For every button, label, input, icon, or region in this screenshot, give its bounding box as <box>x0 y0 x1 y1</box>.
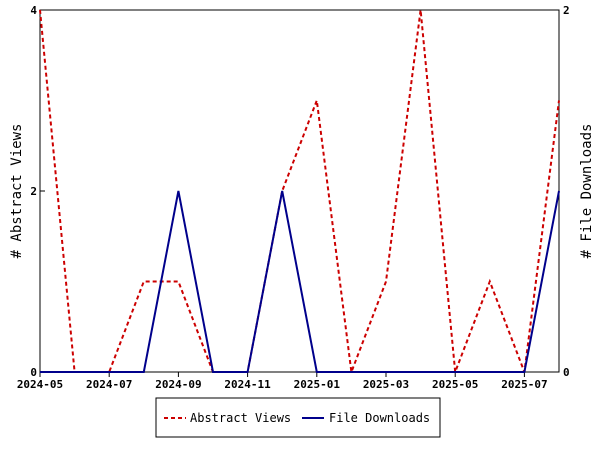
y2-tick-label: 0 <box>563 366 570 379</box>
x-tick-label: 2024-11 <box>224 378 271 391</box>
x-tick-label: 2025-01 <box>294 378 341 391</box>
series-layer <box>39 9 560 373</box>
x-axis: 2024-05 2024-07 2024-09 2024-11 2025-01 2025-… <box>17 372 548 391</box>
y-tick-label: 4 <box>30 4 37 17</box>
series-line-abstract-views <box>39 9 560 373</box>
y2-tick-label: 2 <box>563 4 570 17</box>
legend-label-abstract-views: Abstract Views <box>190 411 291 425</box>
y-tick-label: 0 <box>30 366 37 379</box>
x-tick-label: 2024-07 <box>86 378 132 391</box>
y-axis-title: # Abstract Views <box>9 124 25 259</box>
series-line-file-downloads <box>40 190 560 373</box>
x-tick-label: 2025-03 <box>363 378 409 391</box>
x-tick-label: 2024-05 <box>17 378 63 391</box>
legend-box <box>155 397 441 438</box>
legend: Abstract Views File Downloads <box>155 397 441 438</box>
y-tick-label: 2 <box>30 185 37 198</box>
x-tick-label: 2024-09 <box>155 378 201 391</box>
y2-axis-title: # File Downloads <box>579 124 595 259</box>
x-tick-label: 2025-05 <box>432 378 478 391</box>
y-axis-right: 02 <box>554 4 570 379</box>
x-tick-label: 2025-07 <box>501 378 547 391</box>
plot-area <box>39 9 560 373</box>
legend-label-file-downloads: File Downloads <box>329 411 430 425</box>
